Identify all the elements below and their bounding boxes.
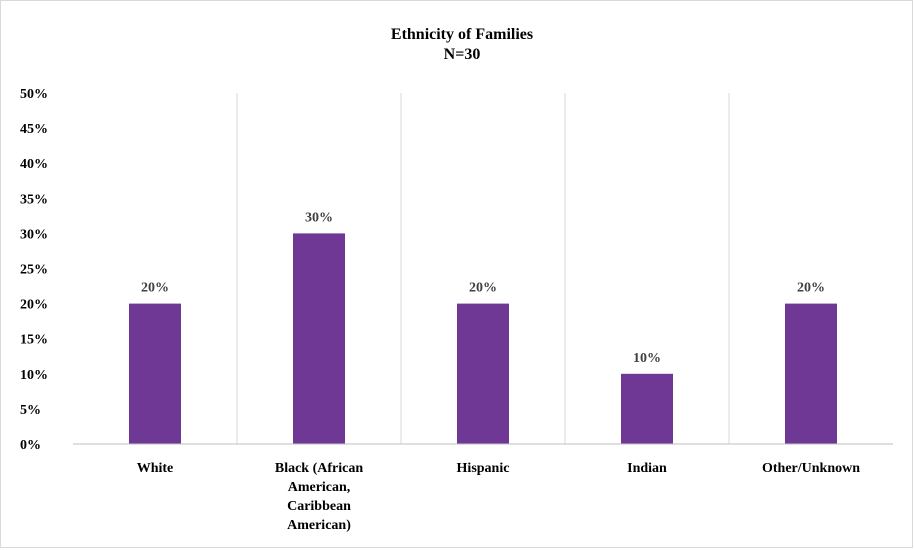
y-tick-label: 35% <box>20 192 48 207</box>
y-axis-ticks: 0% 5% 10% 15% 20% 25% 30% 35% 40% 45% 50% <box>20 87 48 453</box>
y-tick-label: 10% <box>20 368 48 383</box>
data-label: 30% <box>305 210 333 225</box>
data-label: 20% <box>469 281 497 296</box>
x-tick-label: Black (African American, Caribbean American… <box>275 461 363 533</box>
chart-title: Ethnicity of Families <box>391 26 533 43</box>
bar <box>129 303 181 444</box>
data-labels: 20% 30% 20% 10% 20% <box>141 210 825 365</box>
y-tick-label: 30% <box>20 227 48 242</box>
data-label: 20% <box>141 281 169 296</box>
y-tick-label: 15% <box>20 333 48 348</box>
chart-subtitle: N=30 <box>444 46 481 63</box>
y-tick-label: 45% <box>20 122 48 137</box>
x-tick-label: Other/Unknown <box>762 461 860 476</box>
bar <box>785 303 837 444</box>
y-tick-label: 25% <box>20 263 48 278</box>
y-tick-label: 50% <box>20 87 48 102</box>
data-label: 10% <box>633 351 661 366</box>
y-tick-label: 40% <box>20 157 48 172</box>
bar <box>457 303 509 444</box>
data-label: 20% <box>797 281 825 296</box>
y-tick-label: 20% <box>20 298 48 313</box>
x-tick-label: Indian <box>627 461 667 476</box>
bars <box>129 233 837 444</box>
gridlines <box>236 93 730 444</box>
x-tick-label: Hispanic <box>457 461 510 476</box>
y-tick-label: 5% <box>20 403 41 418</box>
y-tick-label: 0% <box>20 438 41 453</box>
x-tick-label: White <box>137 461 174 476</box>
bar <box>621 373 673 444</box>
x-axis-ticks: White Black (African American, Caribbean Ame… <box>137 461 861 533</box>
bar <box>293 233 345 444</box>
